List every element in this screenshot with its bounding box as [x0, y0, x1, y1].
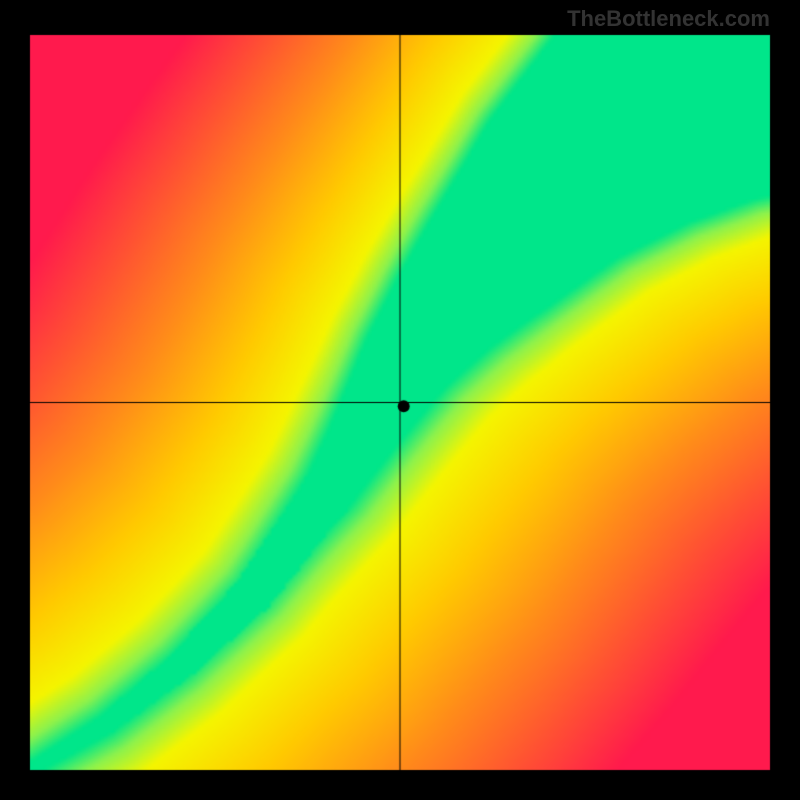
chart-container: TheBottleneck.com	[0, 0, 800, 800]
watermark-text: TheBottleneck.com	[567, 6, 770, 32]
bottleneck-heatmap-canvas	[0, 0, 800, 800]
